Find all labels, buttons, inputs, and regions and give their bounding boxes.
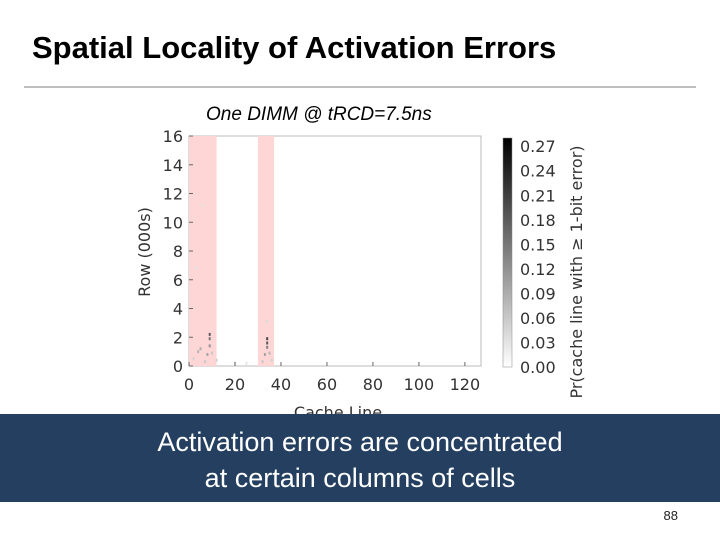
colorbar-tick-label: 0.27 [520,137,556,156]
error-point [194,266,197,270]
y-tick-label: 16 [163,127,183,146]
y-axis-label: Row (000s) [135,207,154,297]
error-point [266,337,269,341]
error-point [266,319,269,323]
error-point [206,353,209,356]
error-point [201,203,204,207]
x-tick-label: 120 [450,375,481,394]
x-tick-label: 20 [225,375,245,394]
colorbar-tick-label: 0.09 [520,284,556,303]
plot-area [188,135,482,367]
slide-title: Spatial Locality of Activation Errors [32,30,557,65]
y-tick-label: 6 [173,271,183,290]
x-tick-label: 40 [271,375,291,394]
banner-line-1: Activation errors are concentrated [157,427,563,457]
x-tick-label: 80 [363,375,383,394]
title-divider [24,86,696,88]
page-number: 88 [663,508,678,523]
colorbar-tick-label: 0.15 [520,235,556,254]
takeaway-banner: Activation errors are concentrated at ce… [0,414,720,502]
colorbar-tick-label: 0.12 [520,260,556,279]
error-point [266,341,269,345]
error-point [199,347,202,351]
error-point [210,351,213,355]
highlight-column-0 [189,136,217,366]
colorbar-tick-label: 0.00 [520,358,556,377]
colorbar-tick-label: 0.06 [520,309,556,328]
error-point [215,358,218,362]
banner-line-2: at certain columns of cells [204,463,516,493]
x-tick-label: 100 [404,375,435,394]
y-tick-label: 14 [163,156,183,175]
y-tick-label: 8 [173,242,183,261]
y-tick-label: 12 [163,185,183,204]
error-point [245,361,248,365]
error-point [268,351,271,355]
y-tick-label: 10 [163,213,183,232]
error-point [204,360,207,364]
y-tick-label: 2 [173,328,183,347]
colorbar-tick-label: 0.21 [520,186,556,205]
error-point [197,350,200,354]
error-point [208,332,211,336]
error-point [208,337,211,341]
colorbar-label: Pr(cache line with ≥ 1-bit error) [567,145,586,398]
chart-title: One DIMM @ t​RCD=7.5ns [206,104,432,125]
colorbar [502,137,513,368]
y-tick-label: 0 [173,357,183,376]
highlight-column-1 [257,136,275,366]
y-tick-label: 4 [173,300,183,319]
error-point [270,358,273,362]
error-point [261,360,264,364]
error-point [266,345,269,349]
colorbar-tick-label: 0.24 [520,162,556,181]
colorbar-tick-label: 0.03 [520,333,556,352]
x-tick-label: 0 [184,375,194,394]
error-point [208,344,211,348]
colorbar-tick-label: 0.18 [520,211,556,230]
error-point [263,353,266,356]
error-point [192,357,195,361]
x-tick-label: 60 [317,375,337,394]
